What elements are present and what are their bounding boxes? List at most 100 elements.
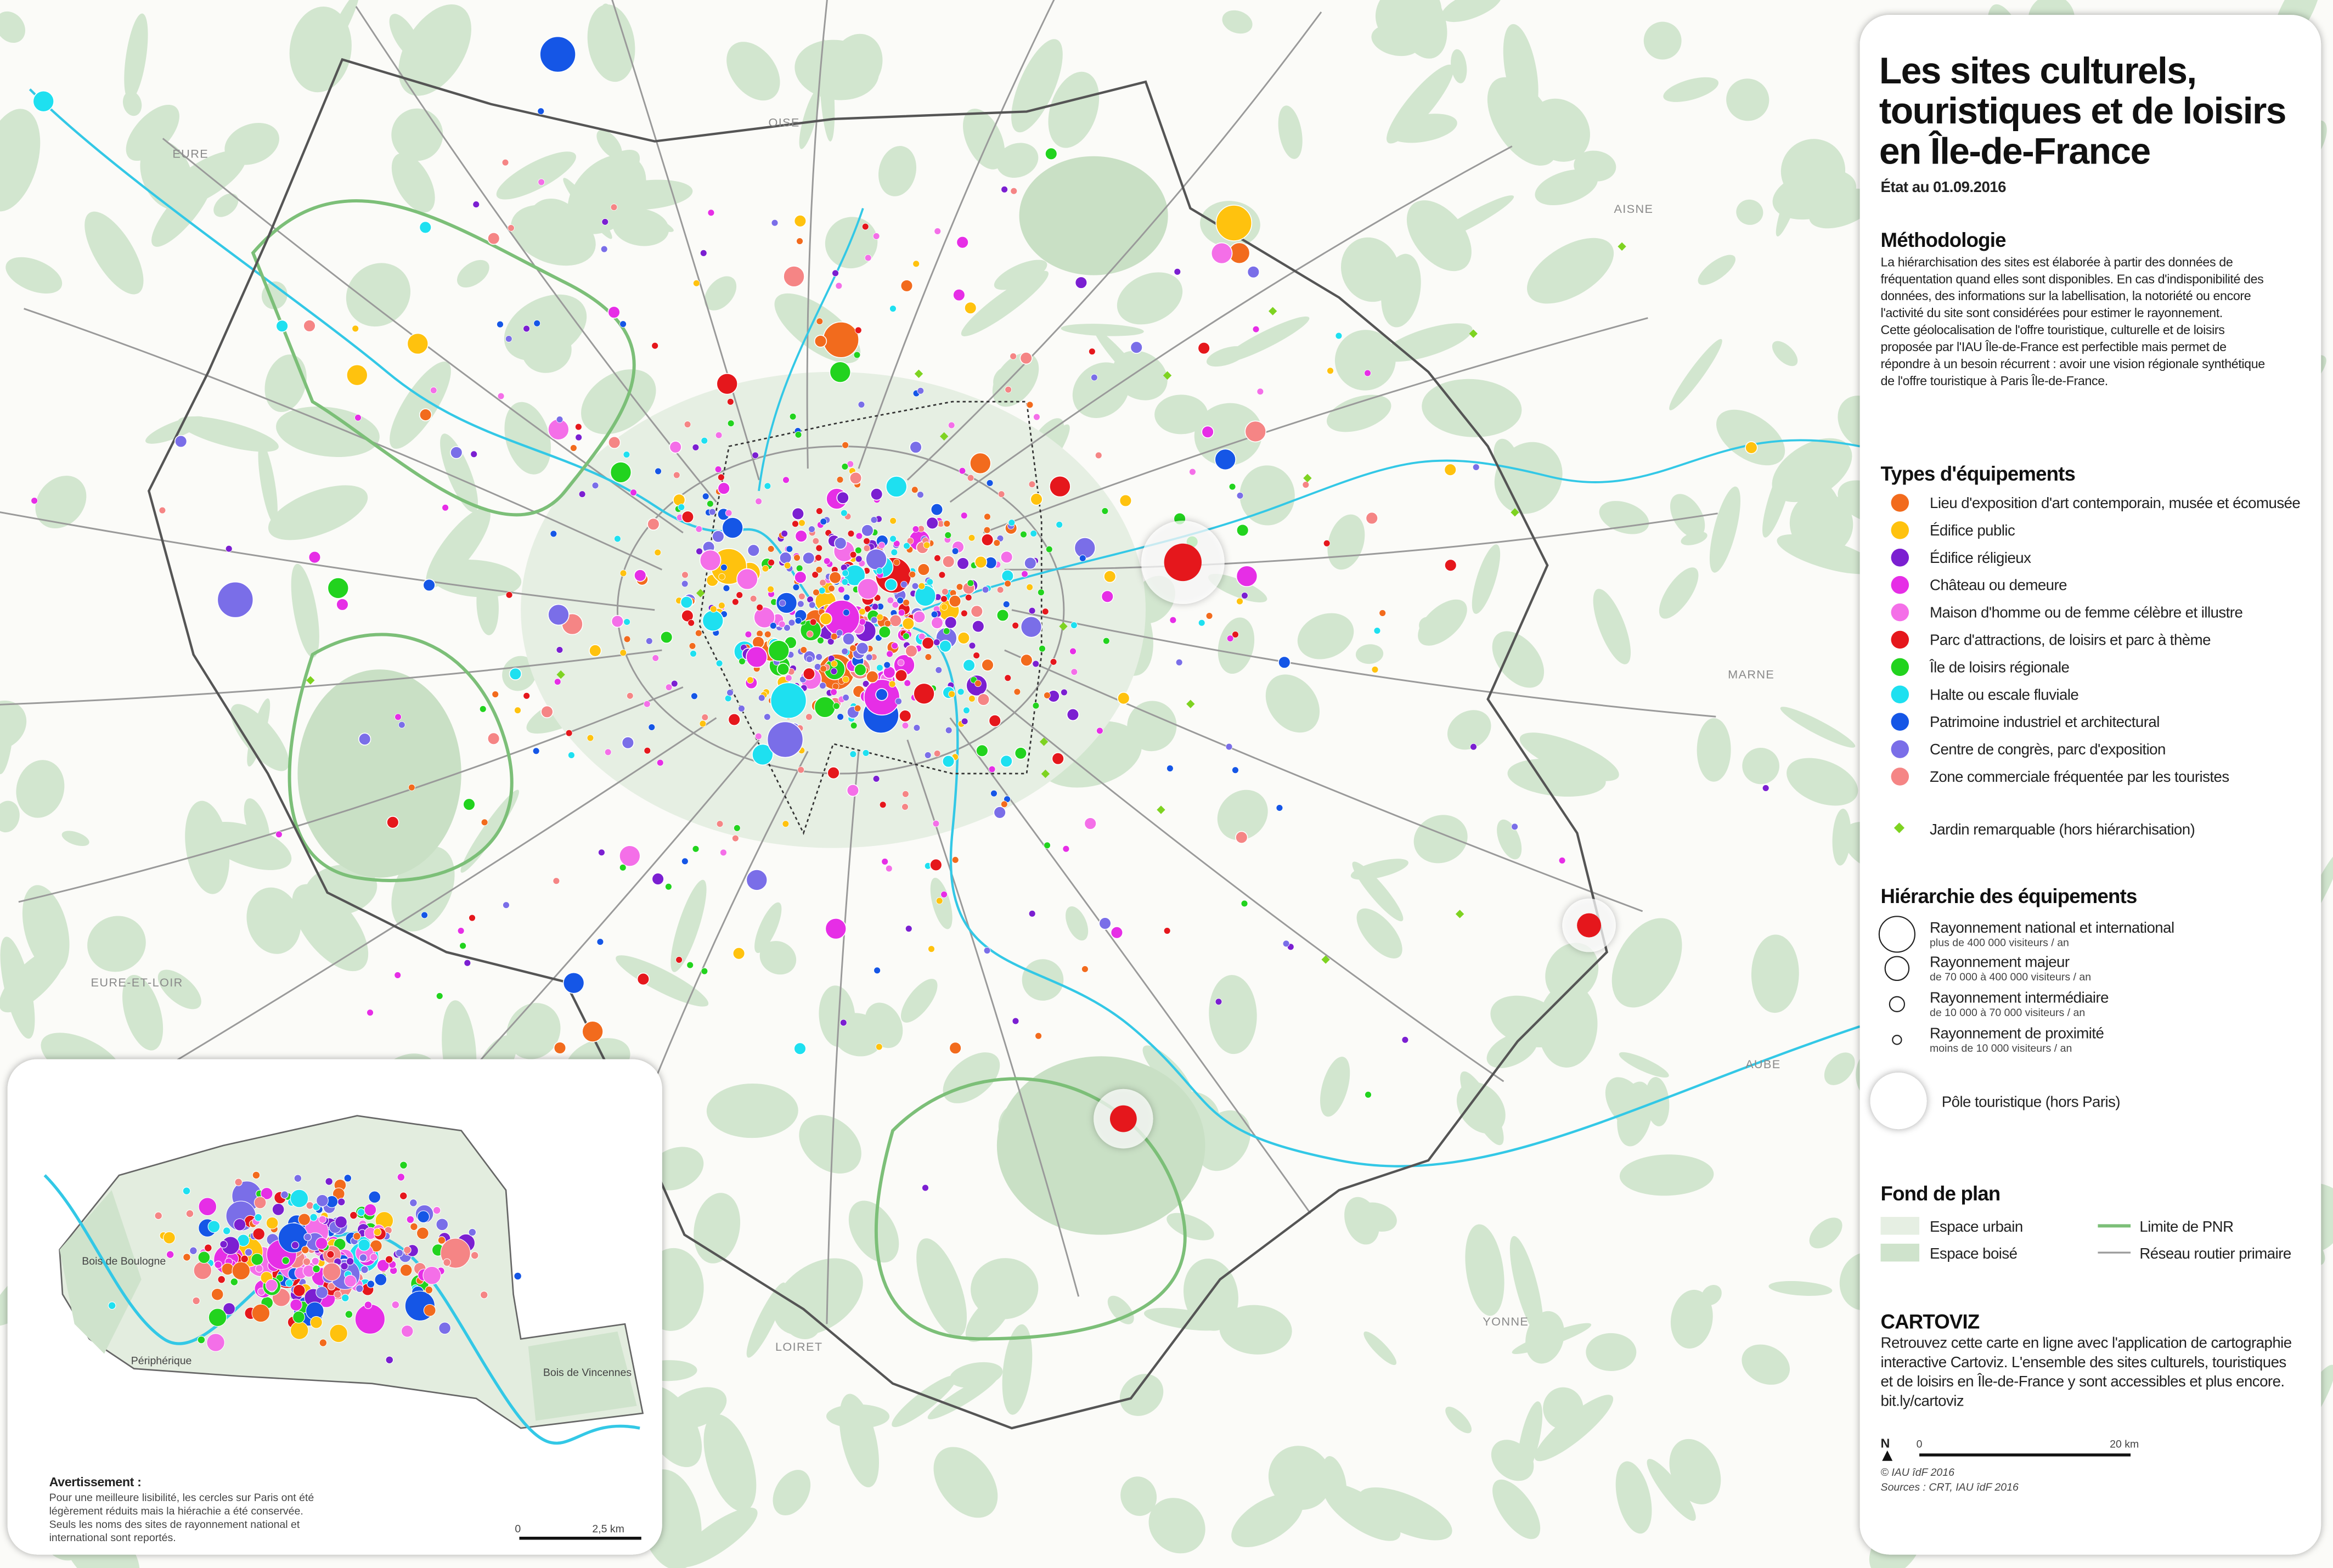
site-marker [395,1249,404,1257]
site-marker [1033,413,1040,421]
credits: Sources : CRT, IAU îdF 2016 [1881,1481,2019,1493]
site-marker [720,849,727,856]
site-marker [1174,268,1181,275]
woodland [16,760,65,818]
primary-road [0,649,662,706]
garden-marker [306,676,315,685]
site-marker [334,1290,342,1299]
woodland [927,1373,999,1420]
site-marker [1444,463,1457,476]
site-marker [222,1227,231,1235]
woodland [1327,394,1391,432]
woodland [496,151,576,200]
methodology-text: de l'offre touristique à Paris Île-de-Fr… [1881,374,2108,388]
site-marker [265,1279,278,1292]
woodland [1441,0,1502,22]
methodology-text: l'activité du site sont considérées pour… [1881,306,2223,320]
site-marker [983,947,991,954]
site-marker [1070,622,1078,629]
garden-marker [556,670,565,679]
north-arrow [1882,1450,1893,1461]
site-marker [940,595,948,603]
site-marker [862,680,870,687]
site-marker [837,713,844,720]
site-marker [786,545,793,553]
site-marker [862,749,870,757]
site-marker [1236,565,1258,588]
site-marker [895,697,902,705]
site-marker [981,658,994,672]
site-marker [832,269,839,277]
methodology-text: données, des informations sur la labelli… [1881,289,2251,303]
woodland [576,150,640,205]
site-marker [1189,468,1196,476]
section-heading: Fond de plan [1881,1182,2000,1205]
woodland [0,947,66,1013]
woodland [1222,10,1253,34]
woodland [933,1447,998,1518]
woodland [1709,486,1741,573]
site-marker [1365,1091,1372,1098]
site-marker [942,588,949,595]
site-marker [198,1251,211,1264]
site-marker [464,959,471,967]
site-marker [982,586,989,594]
site-marker [859,608,866,616]
site-marker [961,718,968,725]
site-marker [1247,266,1260,279]
garden-marker [1039,737,1049,746]
woodland [1451,49,1467,83]
site-marker [933,750,941,757]
site-marker [354,1304,386,1334]
site-marker [913,683,935,705]
site-marker [875,1043,883,1051]
site-marker [1558,857,1566,864]
site-marker [352,325,359,332]
site-marker [861,524,874,537]
legend-label: Centre de congrès, parc d'exposition [1930,741,2166,758]
site-marker [252,1227,266,1240]
methodology-text: répondre à un besoin récurrent : avoir u… [1881,357,2265,371]
map-title: touristiques et de loisirs [1879,91,2286,132]
woodland [0,701,27,750]
woodland [1413,815,1468,864]
site-marker [275,831,283,838]
woodland [1492,1479,1541,1539]
site-marker [968,695,976,702]
site-marker [752,452,759,459]
site-marker [976,744,989,757]
site-marker [1197,341,1210,355]
site-marker [956,236,969,249]
woodland [1231,1493,1303,1548]
methodology-text: La hiérarchisation des sites est élaboré… [1881,255,2233,269]
legend-label: Rayonnement intermédiaire [1930,989,2109,1006]
woodland [1011,39,1063,133]
site-marker [812,571,819,578]
site-marker [842,441,849,449]
site-marker [686,961,694,969]
site-marker [1049,475,1071,498]
site-marker [385,1255,393,1264]
woodland [1072,362,1130,418]
site-marker [376,1259,390,1272]
site-marker [1020,531,1027,538]
site-marker [932,820,940,827]
site-marker [854,326,862,334]
site-marker [963,707,970,714]
site-marker [407,332,429,355]
site-marker [386,816,399,829]
primary-road [18,686,684,903]
site-marker [794,617,802,624]
site-marker [949,1041,962,1054]
site-marker [1096,727,1103,735]
site-marker [254,1213,262,1222]
site-marker [796,565,803,572]
site-marker [889,305,897,312]
site-marker [977,693,990,706]
woodland [1789,492,1853,556]
site-marker [849,645,856,652]
paris-boundary [698,401,1042,836]
site-marker [893,559,900,566]
site-marker [1013,688,1021,696]
woodland [1669,1439,1721,1504]
